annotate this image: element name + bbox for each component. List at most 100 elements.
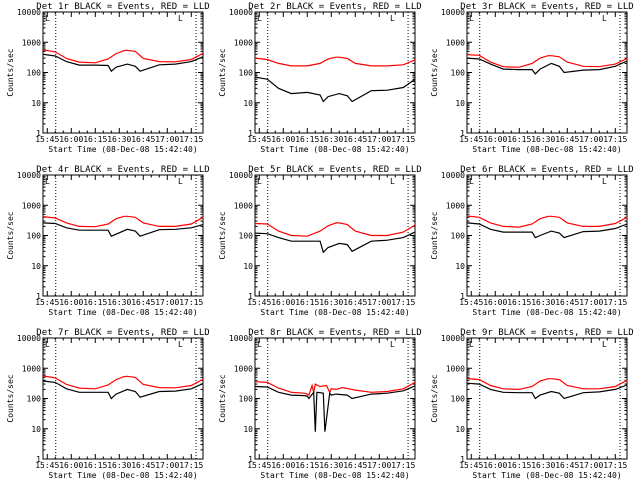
y-tick-label: 10 [243, 262, 253, 271]
x-tick-label: 16:15 [507, 298, 531, 307]
events-series-line [254, 76, 416, 103]
y-tick-label: 100 [27, 395, 42, 404]
x-tick-label: 16:45 [343, 298, 367, 307]
x-tick-label: 16:30 [531, 298, 555, 307]
y-tick-label: 1 [460, 455, 465, 464]
x-tick-label: 16:00 [271, 461, 295, 470]
y-tick-label: 100 [451, 69, 466, 78]
corner-mark: L [390, 177, 395, 186]
events-series-line [42, 380, 204, 400]
x-tick-label: 15:45 [247, 461, 271, 470]
lld-series-line [42, 375, 204, 390]
corner-mark: L [257, 340, 262, 349]
plot-frame [254, 174, 416, 297]
plot-frame [42, 11, 204, 134]
y-tick-label: 1 [36, 292, 41, 301]
x-tick-label: 16:45 [555, 461, 579, 470]
x-tick-label: 17:15 [603, 135, 627, 144]
x-tick-label: 16:15 [295, 461, 319, 470]
y-tick-label: 10000 [229, 334, 253, 343]
y-tick-label: 100 [451, 395, 466, 404]
panel-8: Det 8r BLACK = Events, RED = LLD 1 10 100 10… [218, 328, 422, 480]
corner-mark: L [602, 14, 607, 23]
y-axis-label: Counts/sec [218, 374, 227, 422]
x-tick-label: 17:15 [603, 461, 627, 470]
lld-series-line [254, 56, 416, 67]
y-tick-label: 1 [460, 129, 465, 138]
y-axis-label: Counts/sec [6, 48, 15, 96]
y-tick-label: 10000 [229, 171, 253, 180]
plot-frame [254, 11, 416, 134]
x-tick-label: 17:15 [391, 135, 415, 144]
x-tick-label: 16:15 [83, 135, 107, 144]
y-tick-label: 10 [31, 99, 41, 108]
panel-7: Det 7r BLACK = Events, RED = LLD 1 10 100 10… [6, 328, 210, 480]
y-axis-label: Counts/sec [430, 374, 439, 422]
x-tick-label: 15:45 [247, 135, 271, 144]
corner-mark: L [390, 340, 395, 349]
events-series-line [466, 382, 628, 400]
panel-title: Det 5r BLACK = Events, RED = LLD [248, 165, 421, 175]
events-series-line [42, 53, 204, 73]
x-tick-label: 16:30 [319, 298, 343, 307]
y-tick-label: 10000 [229, 8, 253, 17]
x-tick-label: 16:00 [483, 298, 507, 307]
x-tick-label: 16:30 [107, 135, 131, 144]
x-axis-label: Start Time (08-Dec-08 15:42:40) [260, 145, 409, 154]
x-tick-label: 17:00 [155, 461, 179, 470]
corner-mark: L [257, 177, 262, 186]
corner-mark: L [469, 14, 474, 23]
events-series-line [42, 222, 204, 237]
panel-4: Det 4r BLACK = Events, RED = LLD 1 10 100 10… [6, 165, 210, 317]
x-tick-label: 17:00 [367, 461, 391, 470]
y-tick-label: 10000 [441, 334, 465, 343]
x-tick-label: 16:00 [483, 135, 507, 144]
x-tick-label: 16:00 [271, 135, 295, 144]
corner-mark: L [45, 340, 50, 349]
corner-mark: L [178, 340, 183, 349]
x-axis-label: Start Time (08-Dec-08 15:42:40) [48, 471, 197, 480]
y-axis-label: Counts/sec [6, 211, 15, 259]
y-tick-label: 100 [27, 232, 42, 241]
x-tick-label: 16:00 [59, 298, 83, 307]
y-tick-label: 1 [248, 129, 253, 138]
x-tick-label: 16:00 [271, 298, 295, 307]
events-series-line [254, 231, 416, 254]
x-tick-label: 15:45 [459, 461, 483, 470]
panel-title: Det 6r BLACK = Events, RED = LLD [460, 165, 633, 175]
events-series-line [254, 385, 416, 432]
y-tick-label: 1000 [446, 38, 465, 47]
corner-mark: L [178, 177, 183, 186]
panel-title: Det 4r BLACK = Events, RED = LLD [36, 165, 209, 175]
panel-2: Det 2r BLACK = Events, RED = LLD 1 10 100 10… [218, 2, 422, 154]
x-tick-label: 16:00 [483, 461, 507, 470]
y-tick-label: 10000 [17, 8, 41, 17]
x-tick-label: 16:15 [507, 135, 531, 144]
y-tick-label: 1 [36, 129, 41, 138]
x-axis-label: Start Time (08-Dec-08 15:42:40) [472, 145, 621, 154]
x-tick-label: 17:15 [179, 298, 203, 307]
x-tick-label: 17:00 [579, 135, 603, 144]
y-tick-label: 10 [455, 425, 465, 434]
panel-6: Det 6r BLACK = Events, RED = LLD 1 10 100 10… [430, 165, 634, 317]
y-tick-label: 10 [243, 99, 253, 108]
y-tick-label: 1 [248, 455, 253, 464]
x-tick-label: 17:00 [579, 298, 603, 307]
y-tick-label: 1000 [234, 201, 253, 210]
x-tick-label: 16:30 [107, 298, 131, 307]
y-tick-label: 10000 [441, 171, 465, 180]
panel-title: Det 2r BLACK = Events, RED = LLD [248, 2, 421, 12]
x-axis-label: Start Time (08-Dec-08 15:42:40) [472, 471, 621, 480]
y-tick-label: 1000 [22, 201, 41, 210]
x-tick-label: 16:30 [107, 461, 131, 470]
panel-title: Det 1r BLACK = Events, RED = LLD [36, 2, 209, 12]
panel-title: Det 3r BLACK = Events, RED = LLD [460, 2, 633, 12]
y-tick-label: 1000 [234, 364, 253, 373]
y-tick-label: 100 [239, 232, 254, 241]
y-tick-label: 10 [455, 99, 465, 108]
y-tick-label: 100 [451, 232, 466, 241]
y-tick-label: 100 [239, 395, 254, 404]
x-tick-label: 17:15 [179, 135, 203, 144]
x-tick-label: 16:30 [319, 461, 343, 470]
